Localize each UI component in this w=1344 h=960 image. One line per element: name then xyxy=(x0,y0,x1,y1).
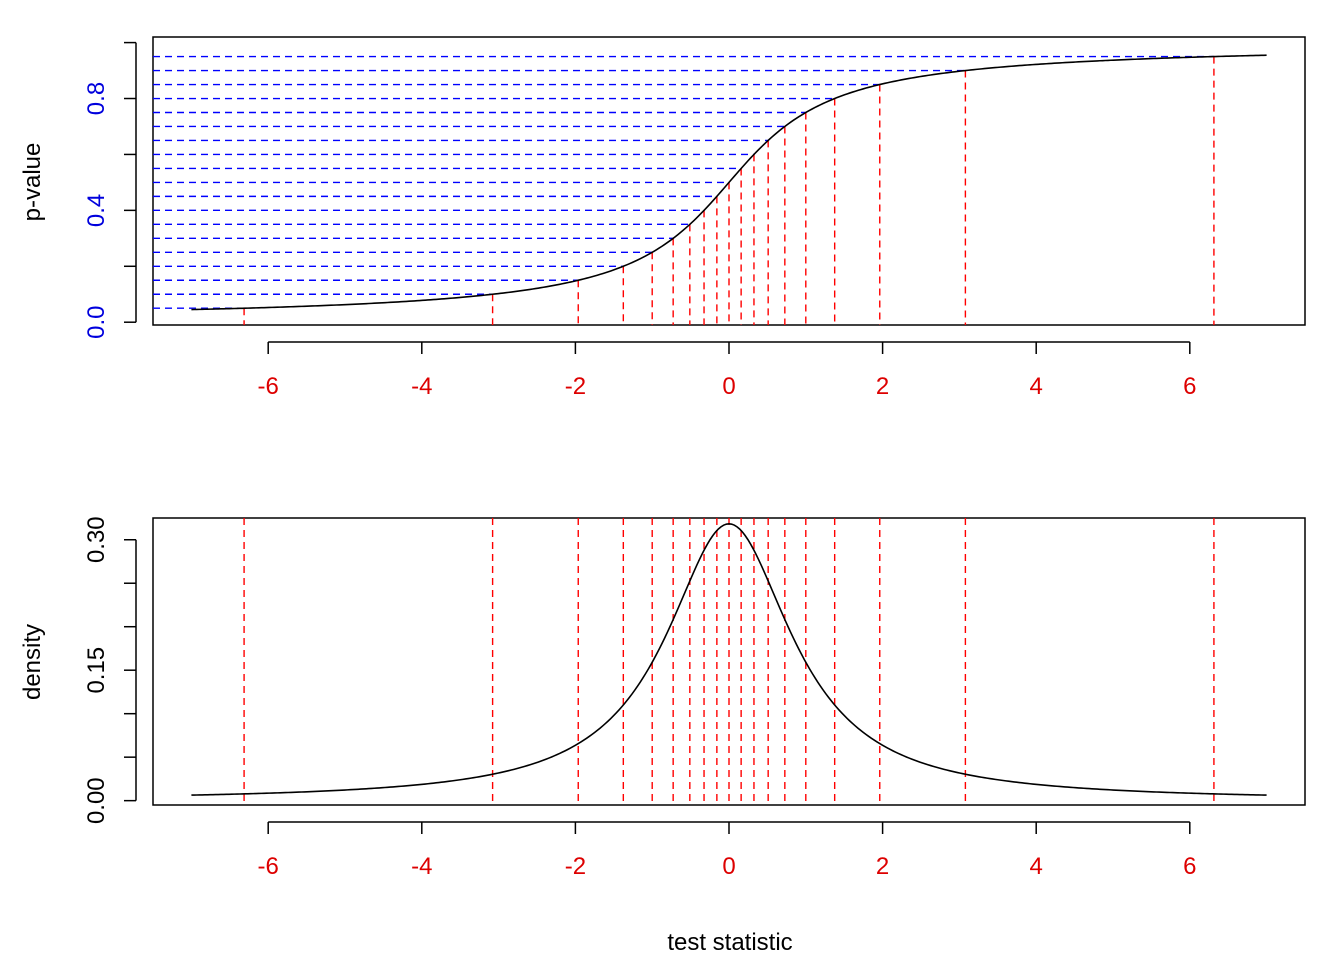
x-tick-label: 6 xyxy=(1183,373,1196,400)
top-panel-pvalue: -6 -4 -2 0 2 4 6 0.0 0.4 0.8 xyxy=(83,36,1306,400)
y-axis-label-top: p-value xyxy=(19,143,46,222)
x-tick-label: 2 xyxy=(876,373,889,400)
series-curve xyxy=(191,523,1267,796)
x-axis-label: test statistic xyxy=(667,929,792,956)
y-axis-label-bottom: density xyxy=(19,624,46,700)
x-tick-label: 0 xyxy=(722,373,735,400)
x-tick-label: -2 xyxy=(565,853,586,880)
y-tick-label: 0.00 xyxy=(83,777,110,824)
x-tick-label: 0 xyxy=(722,853,735,880)
y-tick-label: 0.8 xyxy=(83,82,110,115)
x-tick-label: -6 xyxy=(258,853,279,880)
y-tick-label: 0.30 xyxy=(83,516,110,563)
x-tick-label: 4 xyxy=(1030,853,1043,880)
x-tick-label: 2 xyxy=(876,853,889,880)
y-tick-label: 0.0 xyxy=(83,306,110,339)
x-tick-label: 4 xyxy=(1030,373,1043,400)
series-curve xyxy=(191,54,1267,311)
x-tick-label: -4 xyxy=(411,853,432,880)
x-tick-label: 6 xyxy=(1183,853,1196,880)
x-tick-label: -4 xyxy=(411,373,432,400)
bottom-panel-density: -6 -4 -2 0 2 4 6 0.00 0.15 0.30 xyxy=(83,516,1306,880)
y-tick-label: 0.15 xyxy=(83,647,110,694)
x-tick-label: -2 xyxy=(565,373,586,400)
y-tick-label: 0.4 xyxy=(83,194,110,227)
x-tick-label: -6 xyxy=(258,373,279,400)
plot-frame xyxy=(152,36,1306,326)
